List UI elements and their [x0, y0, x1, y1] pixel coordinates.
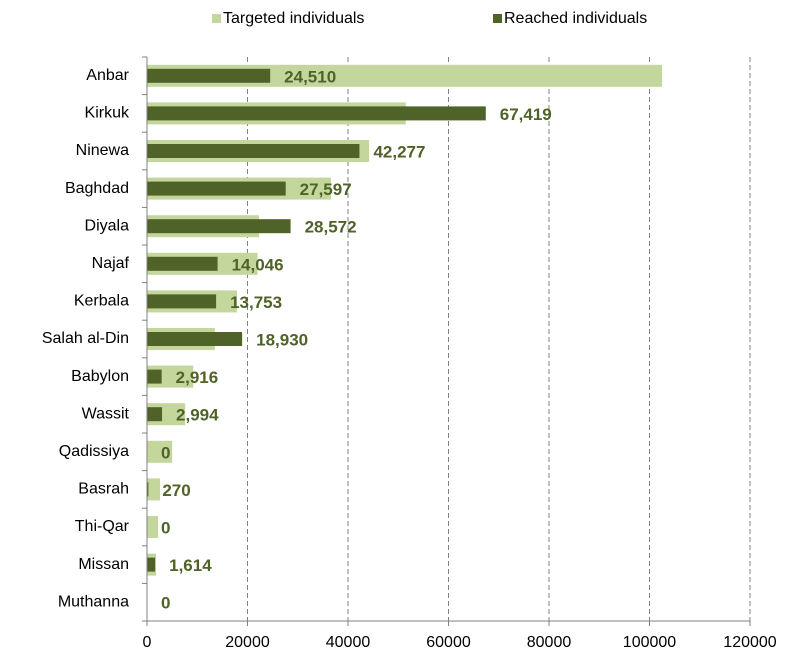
value-label: 42,277: [373, 142, 425, 161]
value-label: 27,597: [300, 180, 352, 199]
y-tick-label: Babylon: [71, 368, 129, 385]
x-tick-label: 100000: [623, 634, 676, 651]
y-tick-label: Anbar: [86, 67, 129, 84]
x-tick-label: 80000: [527, 634, 572, 651]
legend-label: Reached individuals: [504, 10, 647, 27]
value-label: 18,930: [256, 330, 308, 349]
y-tick-label: Ninewa: [76, 142, 129, 159]
y-tick-label: Basrah: [78, 481, 129, 498]
bar: [147, 68, 271, 83]
bar: [147, 369, 162, 384]
bar: [147, 106, 486, 121]
y-tick-label: Diyala: [85, 217, 130, 234]
bar: [147, 407, 163, 422]
y-tick-label: Wassit: [82, 405, 130, 422]
y-tick-label: Qadissiya: [59, 443, 129, 460]
bar: [147, 294, 217, 309]
y-tick-label: Muthanna: [58, 593, 129, 610]
value-label: 0: [161, 518, 170, 537]
value-label: 14,046: [232, 255, 284, 274]
bar: [147, 64, 663, 87]
bar: [147, 482, 149, 497]
value-label: 0: [161, 594, 170, 613]
value-label: 2,916: [176, 368, 219, 387]
bar: [147, 144, 360, 158]
bar: [147, 557, 156, 572]
x-tick-label: 20000: [225, 634, 270, 651]
bar: [147, 219, 291, 234]
value-label: 1,614: [169, 556, 212, 575]
value-label: 13,753: [230, 293, 282, 312]
y-tick-label: Thi-Qar: [75, 518, 130, 535]
y-tick-label: Salah al-Din: [42, 330, 129, 347]
x-tick-label: 40000: [326, 634, 371, 651]
bar: [147, 181, 286, 196]
value-label: 2,994: [176, 406, 219, 425]
legend-swatch: [493, 14, 502, 23]
bar: [147, 478, 161, 501]
bar: [147, 440, 173, 463]
x-tick-label: 0: [143, 634, 152, 651]
bar: [147, 256, 218, 271]
y-tick-label: Missan: [78, 556, 129, 573]
value-label: 0: [161, 443, 170, 462]
value-label: 24,510: [284, 67, 336, 86]
y-tick-label: Baghdad: [65, 180, 129, 197]
y-tick-label: Kirkuk: [85, 105, 130, 122]
value-label: 28,572: [305, 218, 357, 237]
y-tick-label: Kerbala: [74, 293, 129, 310]
value-label: 67,419: [500, 105, 552, 124]
x-tick-label: 120000: [723, 634, 776, 651]
bar: [147, 516, 159, 538]
legend-label: Targeted individuals: [223, 10, 364, 27]
value-label: 270: [162, 481, 190, 500]
bar: [147, 332, 243, 346]
x-tick-label: 60000: [426, 634, 471, 651]
legend-swatch: [212, 14, 221, 23]
y-tick-label: Najaf: [92, 255, 130, 272]
